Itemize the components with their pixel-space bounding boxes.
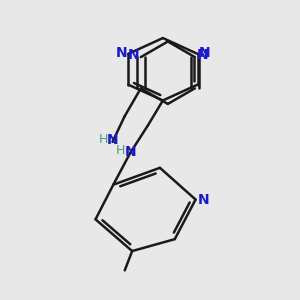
Text: H: H (116, 144, 125, 158)
Text: N: N (198, 193, 209, 206)
Text: N: N (115, 46, 127, 60)
Text: N: N (125, 145, 136, 159)
Text: N: N (107, 133, 118, 147)
Text: N: N (128, 48, 139, 62)
Text: N: N (199, 46, 211, 60)
Text: H: H (98, 133, 108, 146)
Text: N: N (196, 48, 208, 62)
